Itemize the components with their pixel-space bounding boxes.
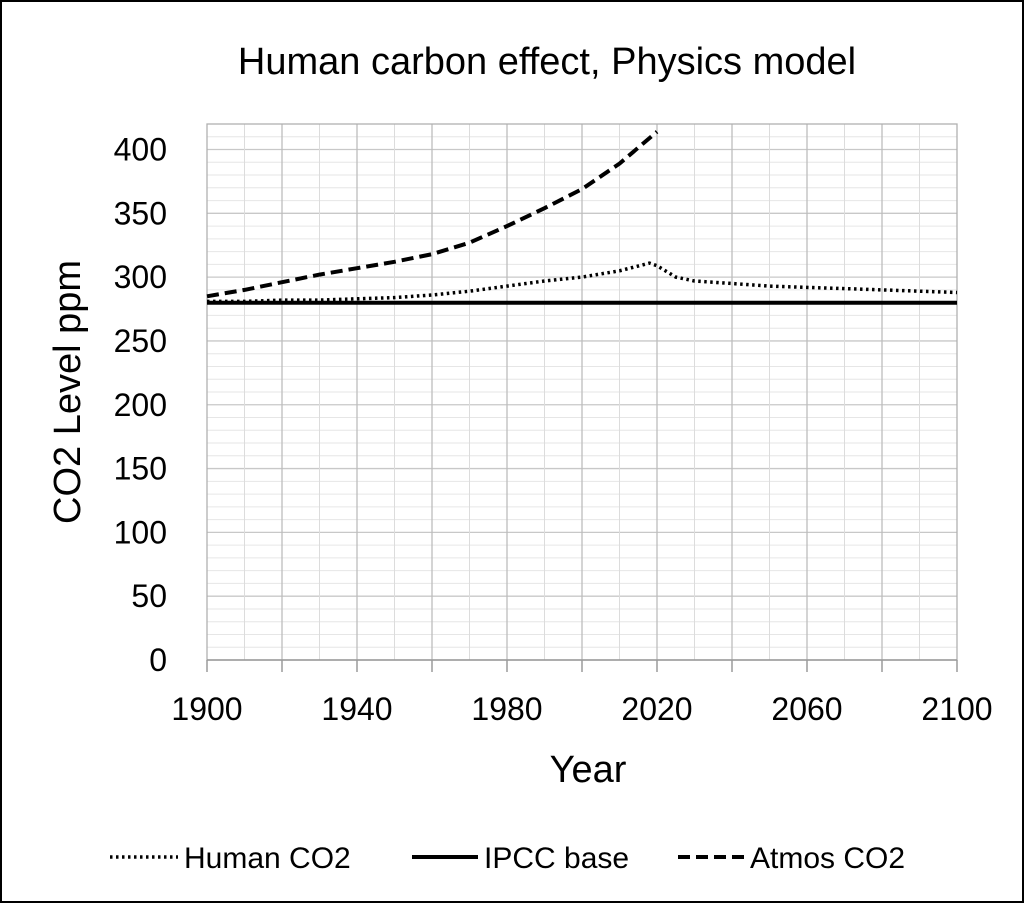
series-line-human-co2 (207, 261, 958, 304)
y-tick-label: 350 (114, 195, 167, 231)
x-axis-label: Year (550, 749, 627, 791)
y-tick-label: 300 (114, 259, 167, 295)
axis-ticks: 1900 1940 1980 2020 2060 2100 0 50 100 150 200 250 3… (114, 132, 993, 727)
x-tick-label: 2060 (771, 691, 842, 727)
y-tick-label: 200 (114, 387, 167, 423)
legend: Human CO2 IPCC base Atmos CO2 (110, 842, 905, 875)
y-tick-label: 50 (131, 578, 167, 614)
y-tick-label: 250 (114, 323, 167, 359)
y-axis-label: CO2 Level ppm (47, 260, 89, 524)
y-tick-label: 0 (149, 642, 167, 678)
x-tick-label: 1940 (321, 691, 392, 727)
y-tick-label: 400 (114, 132, 167, 168)
chart-title: Human carbon effect, Physics model (238, 41, 856, 83)
x-tick-label: 2020 (621, 691, 692, 727)
x-tick-label: 1980 (471, 691, 542, 727)
y-tick-label: 100 (114, 514, 167, 550)
legend-label: IPCC base (484, 842, 629, 875)
legend-label: Atmos CO2 (750, 842, 905, 875)
x-tick-label: 2100 (921, 691, 992, 727)
grid (206, 123, 958, 661)
series-line-atmos-co2 (206, 130, 659, 299)
series-lines (206, 130, 958, 305)
x-tick-label: 1900 (171, 691, 242, 727)
legend-label: Human CO2 (184, 842, 351, 875)
y-tick-label: 150 (114, 451, 167, 487)
